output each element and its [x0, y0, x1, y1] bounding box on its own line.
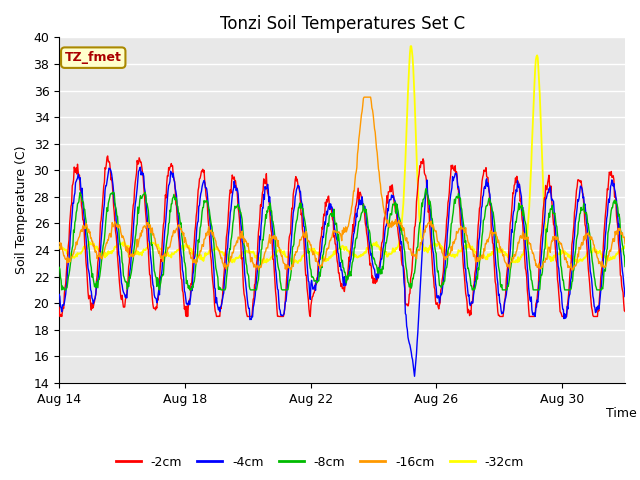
Legend: -2cm, -4cm, -8cm, -16cm, -32cm: -2cm, -4cm, -8cm, -16cm, -32cm	[111, 451, 529, 474]
Text: TZ_fmet: TZ_fmet	[65, 51, 122, 64]
Title: Tonzi Soil Temperatures Set C: Tonzi Soil Temperatures Set C	[220, 15, 465, 33]
Y-axis label: Soil Temperature (C): Soil Temperature (C)	[15, 146, 28, 275]
X-axis label: Time: Time	[605, 407, 636, 420]
